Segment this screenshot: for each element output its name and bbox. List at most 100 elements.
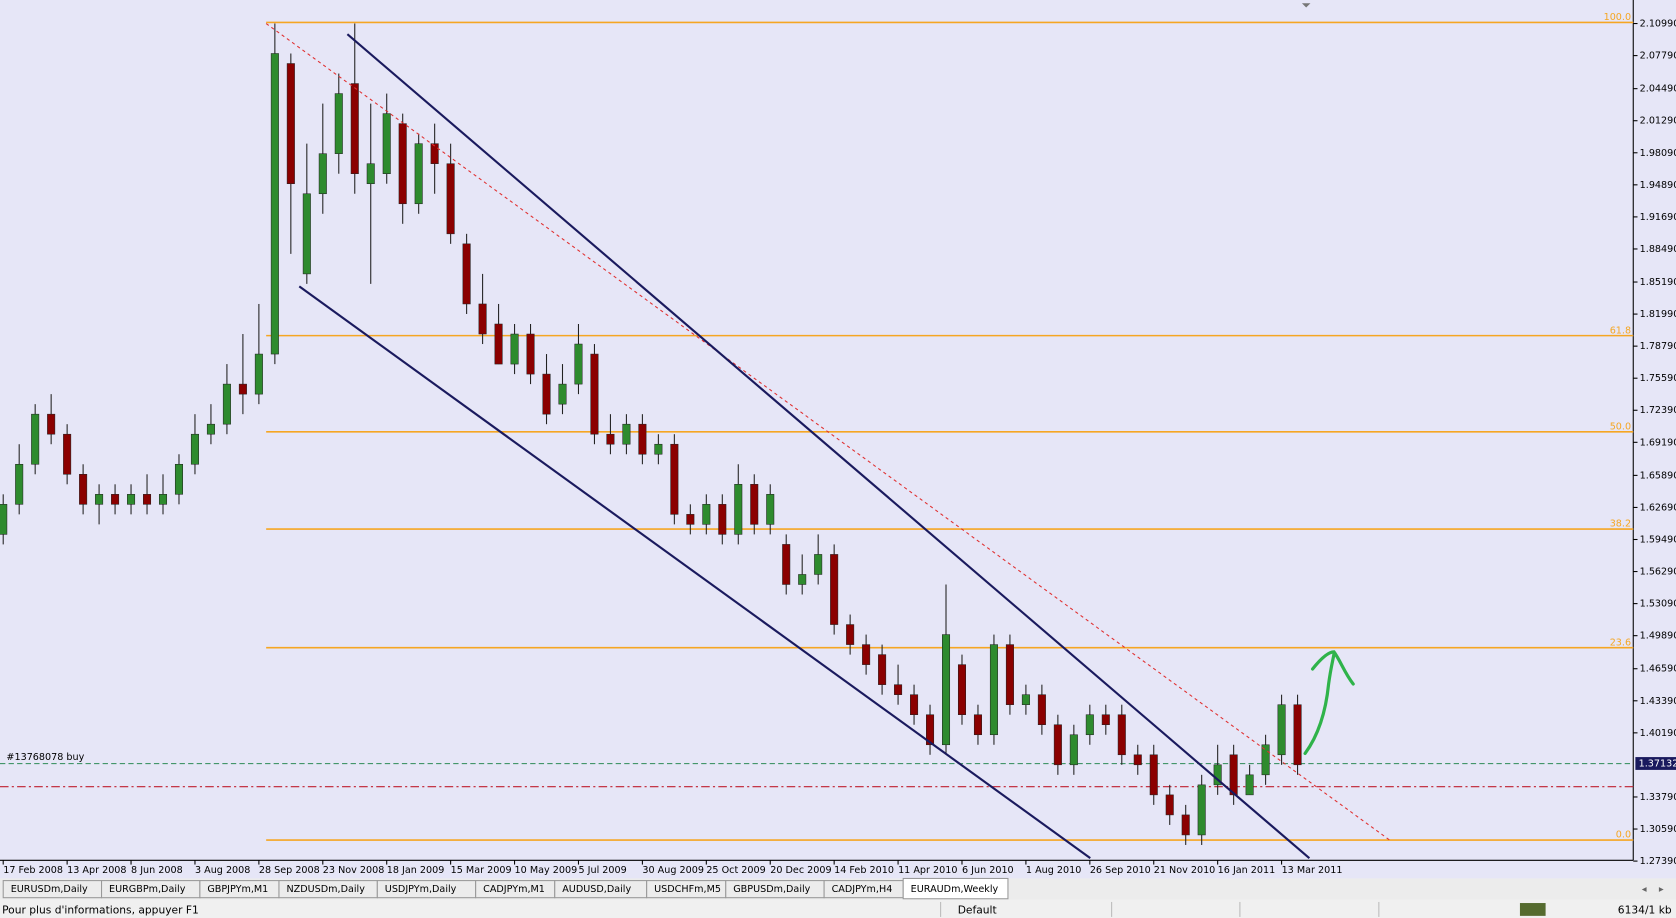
plot-area: 100.0 61.8 50.0 38.2 23.6 0.0 #13768078 buy [0,12,1634,845]
candle-body [1181,814,1190,836]
candle-body [1101,714,1110,726]
candle-body [606,433,615,445]
tab-label[interactable]: AUDUSD,Daily [562,884,631,895]
y-tick-label: 1.56290 [1640,567,1676,578]
candle-body [766,494,775,525]
candle-body [31,413,40,465]
candle-body [1053,724,1062,766]
tab-label[interactable]: EURGBPm,Daily [109,884,186,895]
candle-body [366,163,375,185]
x-tick-label: 11 Apr 2010 [898,865,957,876]
candle-body [47,413,56,435]
candle-body [222,383,231,425]
candle-body [318,153,327,195]
candle-body [574,343,583,385]
x-tick-label: 5 Jul 2009 [578,865,626,876]
hand-drawn-arrow [1303,650,1355,756]
y-tick-label: 1.62690 [1640,502,1676,513]
tab-label[interactable]: GBPJPYm,M1 [207,884,268,895]
x-tick-label: 16 Jan 2011 [1218,865,1276,876]
tab-scroll-right[interactable]: ▸ [1659,884,1664,895]
candle-body [734,484,743,535]
x-tick-label: 1 Aug 2010 [1026,865,1081,876]
candle-body [750,484,759,525]
candle-body [158,494,168,505]
candle-body [1213,764,1222,786]
tab-label[interactable]: EURAUDm,Weekly [911,884,999,895]
tab-label[interactable]: GBPUSDm,Daily [733,884,810,895]
candle-body [238,383,247,395]
y-tick-label: 1.88490 [1640,244,1676,255]
candle-body [334,93,343,154]
candle-body [926,714,935,746]
candle-body [1117,714,1126,756]
x-tick-label: 28 Sep 2008 [259,865,320,876]
x-tick-label: 20 Dec 2009 [770,865,831,876]
candle-body [1197,784,1206,836]
status-help: Pour plus d'informations, appuyer F1 [2,904,199,917]
x-tick-label: 3 Aug 2008 [195,865,250,876]
y-tick-label: 1.43390 [1640,696,1676,707]
candle-body [542,373,551,415]
candle-body [910,694,919,715]
x-tick-label: 15 Mar 2009 [451,865,512,876]
fib-label: 23.6 [1610,637,1631,648]
candle-body [63,433,72,475]
y-tick-label: 1.49890 [1640,631,1676,642]
y-tick-label: 1.30590 [1640,824,1676,835]
shift-marker [1301,3,1311,8]
candle-body [1005,644,1014,705]
y-tick-label: 1.40190 [1640,728,1676,739]
tab-label[interactable]: CADJPYm,H4 [832,884,893,895]
tab-scroll-left[interactable]: ◂ [1642,884,1647,895]
candle-body [878,654,887,685]
candle-body [398,123,407,205]
tab-list: EURUSDm,Daily EURGBPm,Daily GBPJPYm,M1 NZDU… [2,877,1009,900]
x-tick-label: 26 Sep 2010 [1090,865,1151,876]
y-tick-label: 2.04490 [1640,84,1676,95]
y-tick-label: 1.53090 [1640,599,1676,610]
order-label: #13768078 buy [6,752,84,763]
candle-body [670,443,679,515]
y-tick-label: 1.85190 [1640,277,1676,288]
candle-body [1037,694,1046,726]
tab-label[interactable]: USDCHFm,M5 [654,884,721,895]
candle-body [894,684,903,695]
y-tick-label: 1.98090 [1640,148,1676,159]
candle-body [558,383,567,405]
candle-body [590,353,599,435]
tab-label[interactable]: CADJPYm,M1 [483,884,545,895]
candle-body [1245,774,1254,796]
channel-lower [298,285,1091,860]
candle-body [494,323,503,365]
tab-label[interactable]: NZDUSDm,Daily [286,884,365,895]
x-tick-label: 13 Mar 2011 [1282,865,1343,876]
candle-body [622,423,631,445]
candle-body [798,574,807,585]
candle-body [957,664,966,715]
tab-label[interactable]: USDJPYm,Daily [385,884,457,895]
x-tick-label: 18 Jan 2009 [387,865,445,876]
x-tick-label: 13 Apr 2008 [67,865,126,876]
candle-body [862,644,871,665]
channel-upper [346,33,1311,859]
candle-body [1229,754,1238,796]
candle-body [79,474,88,505]
candle-body [382,113,391,174]
candle-body [702,504,711,525]
candle-body [462,243,471,305]
candle-body [1069,734,1078,766]
candle-body [430,143,439,164]
y-tick-label: 1.59490 [1640,534,1676,545]
y-tick-label: 2.07790 [1640,51,1676,62]
tab-active[interactable] [902,877,1009,900]
candle-body [1261,744,1270,776]
candle-body [846,624,855,645]
status-traffic: 6134/1 kb [1618,904,1672,917]
candle-body [942,634,951,746]
x-tick-label: 25 Oct 2009 [706,865,765,876]
status-bar [0,899,1676,918]
x-tick-label: 6 Jun 2010 [962,865,1014,876]
tab-label[interactable]: EURUSDm,Daily [11,884,88,895]
